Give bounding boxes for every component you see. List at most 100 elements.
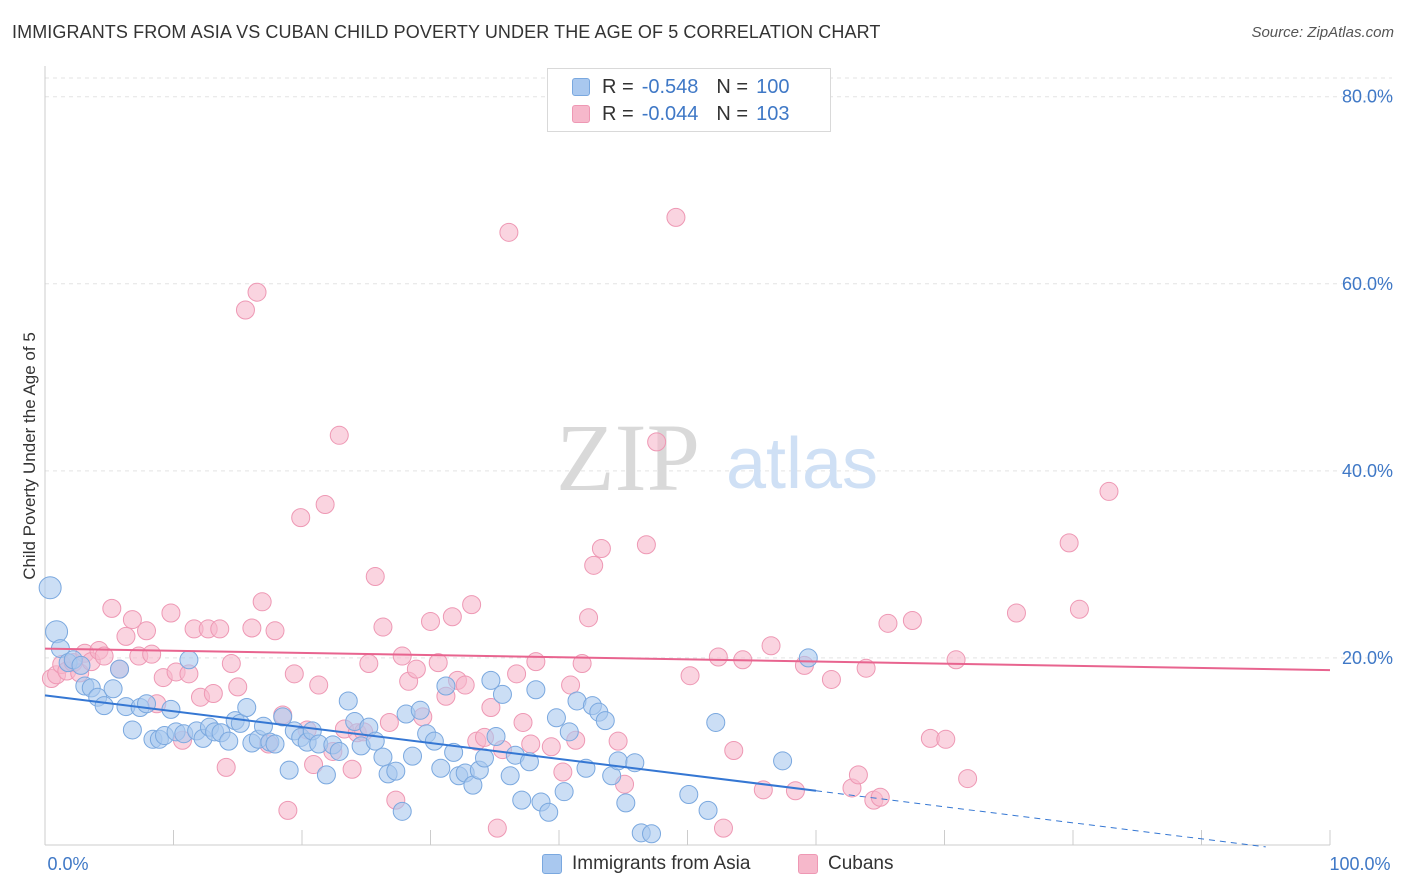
data-point-cubans	[210, 619, 230, 639]
data-point-cubans	[137, 621, 157, 641]
data-point-cubans	[481, 698, 501, 718]
bottom-legend-asia: Immigrants from Asia	[542, 852, 750, 876]
data-point-cubans	[708, 647, 728, 667]
y-tick-label: 80.0%	[1342, 87, 1393, 107]
data-point-cubans	[647, 432, 667, 452]
data-point-cubans	[1059, 533, 1079, 553]
data-point-cubans	[761, 636, 781, 656]
data-point-asia	[179, 650, 199, 670]
data-point-asia	[444, 742, 464, 762]
data-point-cubans	[499, 222, 519, 242]
data-point-cubans	[507, 664, 527, 684]
data-point-asia	[539, 802, 559, 822]
data-point-cubans	[102, 598, 122, 618]
data-point-asia	[798, 648, 818, 668]
data-point-cubans	[636, 535, 656, 555]
axes	[44, 66, 1331, 846]
legend-n-label: N =	[716, 102, 749, 125]
data-point-cubans	[1099, 481, 1119, 501]
data-point-asia	[410, 700, 430, 720]
data-point-asia	[706, 712, 726, 732]
y-tick-label: 40.0%	[1342, 461, 1393, 481]
data-point-cubans	[666, 207, 686, 227]
x-tick-label-max: 100.0%	[1329, 854, 1390, 874]
data-point-asia	[403, 746, 423, 766]
data-point-cubans	[561, 675, 581, 695]
data-point-cubans	[526, 652, 546, 672]
x-tick-label-min: 0.0%	[47, 854, 88, 874]
data-point-cubans	[406, 659, 426, 679]
legend-n-value-asia: 100	[756, 75, 790, 98]
data-point-cubans	[487, 818, 507, 838]
data-point-asia	[486, 726, 506, 746]
data-point-cubans	[680, 666, 700, 686]
data-point-cubans	[359, 654, 379, 674]
data-point-asia	[546, 708, 566, 728]
bottom-legend-swatch-asia	[542, 854, 562, 874]
data-point-cubans	[579, 608, 599, 628]
data-point-asia	[519, 752, 539, 772]
data-point-cubans	[936, 729, 956, 749]
data-point-asia	[500, 766, 520, 786]
trend-line-asia-extrapolated	[815, 790, 1266, 848]
bottom-legend-label-asia: Immigrants from Asia	[572, 853, 751, 874]
data-point-cubans	[247, 282, 267, 302]
watermark-zip: ZIP	[556, 404, 700, 511]
watermark-atlas: atlas	[726, 424, 878, 504]
data-point-cubans	[252, 592, 272, 612]
data-point-asia	[338, 691, 358, 711]
data-point-cubans	[958, 769, 978, 789]
data-point-cubans	[235, 300, 255, 320]
data-point-asia	[481, 670, 501, 690]
data-point-cubans	[878, 613, 898, 633]
data-point-asia	[559, 722, 579, 742]
data-point-asia	[122, 720, 142, 740]
data-point-asia	[316, 765, 336, 785]
data-point-asia	[526, 680, 546, 700]
data-point-cubans	[856, 658, 876, 678]
data-point-asia	[373, 747, 393, 767]
data-point-cubans	[713, 818, 733, 838]
data-point-asia	[38, 576, 62, 600]
data-point-cubans	[373, 617, 393, 637]
correlation-legend: R = -0.548 N = 100 R = -0.044 N = 103	[547, 68, 831, 132]
data-point-cubans	[142, 644, 162, 664]
data-point-cubans	[848, 765, 868, 785]
data-point-cubans	[228, 677, 248, 697]
data-point-cubans	[365, 567, 385, 587]
legend-r-label: R =	[602, 102, 634, 125]
data-point-cubans	[304, 755, 324, 775]
tick-labels: 20.0% 40.0% 60.0% 80.0% 0.0% 100.0%	[47, 87, 1393, 874]
data-point-cubans	[278, 800, 298, 820]
data-point-asia	[230, 713, 250, 733]
bottom-legend-swatch-cubans	[798, 854, 818, 874]
data-point-cubans	[161, 603, 181, 623]
legend-r-label: R =	[602, 75, 634, 98]
gridlines	[45, 77, 1392, 659]
data-point-cubans	[421, 611, 440, 631]
data-point-cubans	[584, 555, 604, 575]
legend-row-cubans: R = -0.044 N = 103	[572, 101, 789, 127]
data-point-cubans	[462, 595, 482, 615]
legend-swatch-cubans	[572, 105, 590, 123]
y-tick-label: 20.0%	[1342, 648, 1393, 668]
data-point-asia	[392, 801, 412, 821]
legend-r-value-asia: -0.548	[641, 75, 699, 98]
chart-title: IMMIGRANTS FROM ASIA VS CUBAN CHILD POVE…	[12, 22, 881, 42]
data-point-cubans	[392, 646, 412, 666]
data-point-asia	[110, 659, 130, 679]
trend-line-cubans	[44, 647, 1331, 672]
data-point-asia	[103, 679, 123, 699]
data-point-asia	[773, 751, 793, 771]
data-point-cubans	[291, 508, 311, 528]
data-point-cubans	[442, 607, 462, 627]
data-point-cubans	[428, 653, 448, 673]
legend-n-value-cubans: 103	[756, 102, 790, 125]
data-point-asia	[679, 784, 699, 804]
data-point-cubans	[870, 787, 890, 807]
data-point-cubans	[329, 425, 349, 445]
data-point-asia	[595, 711, 615, 731]
data-point-asia	[273, 707, 293, 727]
data-point-asia	[45, 620, 69, 644]
